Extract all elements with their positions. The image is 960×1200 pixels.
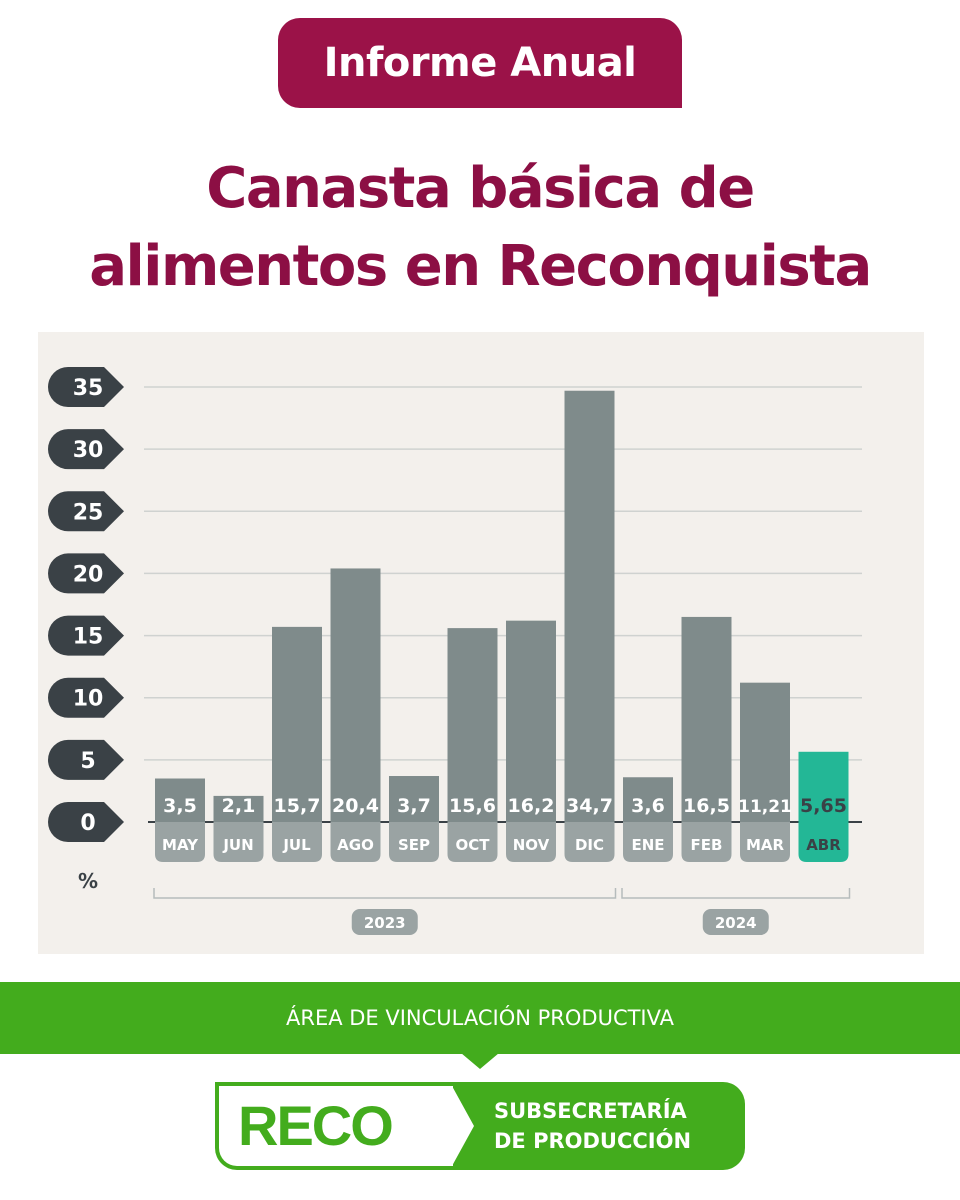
y-tick-badge: 20 [48, 553, 124, 594]
y-tick-shape [48, 429, 124, 470]
bar [389, 776, 439, 822]
report-badge: Informe Anual [278, 18, 682, 108]
category-label: AGO [337, 836, 374, 854]
category-pill [155, 822, 205, 862]
logo-arrow [452, 1086, 474, 1166]
data-label: 16,2 [508, 795, 555, 817]
category-pill [213, 822, 264, 862]
footer-band-text: ÁREA DE VINCULACIÓN PRODUCTIVA [285, 1006, 675, 1030]
y-tick-shape [48, 802, 124, 842]
y-tick-shape [48, 739, 124, 780]
y-tick-badge: 35 [48, 367, 124, 407]
category-pill [389, 822, 439, 862]
y-tick-badge: 30 [48, 429, 124, 470]
bar [740, 682, 790, 822]
data-label: 15,6 [449, 795, 496, 817]
y-tick-shape [48, 677, 124, 718]
y-tick-label: 5 [80, 749, 95, 774]
year-label: 2024 [715, 914, 757, 932]
y-tick-shape [48, 367, 124, 407]
y-tick-badge: 10 [48, 677, 124, 718]
data-label: 34,7 [566, 795, 613, 817]
year-bracket [621, 888, 851, 899]
year-pill [351, 909, 418, 935]
title-line-2: alimentos en Reconquista [89, 234, 872, 299]
category-label: MAR [746, 836, 785, 854]
category-label: MAY [162, 836, 199, 854]
bar [506, 620, 556, 822]
data-label: 3,6 [631, 795, 665, 817]
bar [213, 795, 264, 822]
category-label: JUL [282, 836, 311, 854]
bar [272, 626, 322, 822]
data-label: 11,21 [738, 797, 792, 817]
footer-band-notch [461, 1053, 499, 1069]
data-label: 15,7 [274, 795, 321, 817]
bar [681, 616, 732, 822]
bar [447, 628, 498, 822]
y-tick-badge: 15 [48, 615, 124, 656]
bar [155, 778, 205, 822]
reco-logo: RECO [238, 1094, 394, 1157]
y-tick-badge: 0 [48, 802, 124, 842]
y-tick-label: 15 [73, 625, 104, 650]
category-pill [564, 822, 615, 862]
category-label: DIC [575, 836, 604, 854]
page-title: Canasta básica de alimentos en Reconquis… [0, 150, 960, 306]
year-pill [702, 909, 769, 935]
y-tick-shape [48, 553, 124, 594]
category-label: ABR [806, 836, 841, 854]
category-pill [623, 822, 673, 862]
data-label: 20,4 [332, 795, 379, 817]
data-label: 5,65 [800, 795, 847, 817]
data-label: 2,1 [222, 795, 256, 817]
bar [330, 568, 381, 822]
category-label: SEP [398, 836, 430, 854]
y-tick-label: 30 [73, 438, 104, 463]
category-pill [740, 822, 790, 862]
data-label: 3,5 [163, 795, 197, 817]
y-tick-badge: 25 [48, 491, 124, 532]
title-line-1: Canasta básica de [206, 156, 755, 221]
category-pill [272, 822, 322, 862]
bar [623, 777, 673, 822]
chart-panel: 0 5 10 15 20 25 30 35% MAY 3,5 JUN 2,1 JUL 15,7 AGO 20,… [38, 332, 924, 954]
category-pill [506, 822, 556, 862]
category-pill [798, 822, 849, 862]
y-tick-label: 0 [80, 811, 95, 836]
category-label: ENE [631, 836, 664, 854]
y-tick-label: 10 [73, 687, 104, 712]
logo-white-panel [219, 1086, 453, 1166]
bar [564, 390, 615, 822]
y-axis-label: % [78, 869, 98, 893]
year-label: 2023 [364, 914, 406, 932]
category-label: FEB [691, 836, 723, 854]
category-pill [330, 822, 381, 862]
bar-chart: 0 5 10 15 20 25 30 35% MAY 3,5 JUN 2,1 JUL 15,7 AGO 20,… [48, 367, 862, 935]
category-label: JUN [222, 836, 253, 854]
footer-band: ÁREA DE VINCULACIÓN PRODUCTIVA [0, 982, 960, 1054]
data-label: 16,5 [683, 795, 730, 817]
logo-subtitle: SUBSECRETARÍA DE PRODUCCIÓN [494, 1096, 734, 1156]
y-tick-shape [48, 491, 124, 532]
category-pill [447, 822, 498, 862]
logo-subtitle-line-2: DE PRODUCCIÓN [494, 1129, 692, 1153]
y-tick-badge: 5 [48, 739, 124, 780]
y-tick-label: 35 [73, 376, 104, 401]
y-tick-label: 25 [73, 500, 104, 525]
data-label: 3,7 [397, 795, 431, 817]
year-bracket [153, 888, 617, 899]
y-tick-label: 20 [73, 562, 104, 587]
y-tick-shape [48, 615, 124, 656]
category-label: NOV [513, 836, 550, 854]
category-pill [681, 822, 732, 862]
category-label: OCT [456, 836, 491, 854]
bar [798, 751, 849, 822]
logo-subtitle-line-1: SUBSECRETARÍA [494, 1099, 687, 1123]
